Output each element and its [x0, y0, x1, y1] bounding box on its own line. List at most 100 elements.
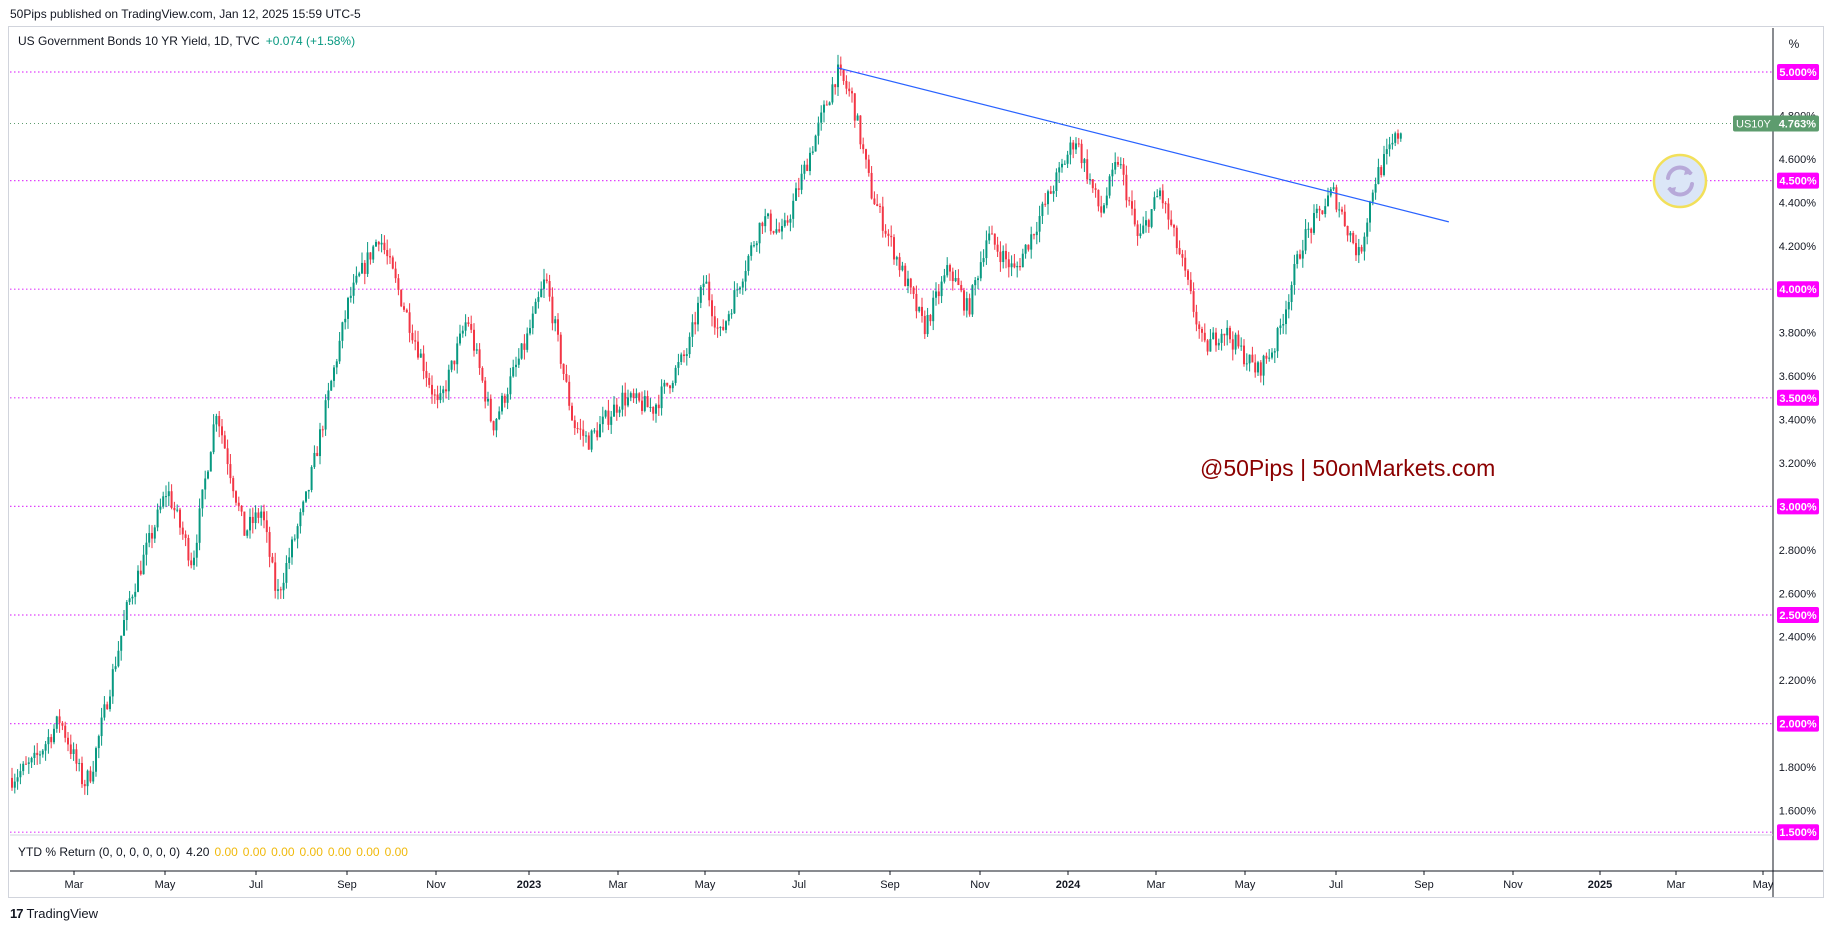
candle-body — [173, 507, 176, 511]
candle-body — [1041, 203, 1044, 217]
candle-body — [671, 382, 674, 389]
symbol-legend[interactable]: US Government Bonds 10 YR Yield, 1D, TVC… — [18, 34, 355, 48]
candle — [265, 511, 268, 543]
candle — [1203, 323, 1206, 343]
candle — [352, 274, 355, 304]
candle — [803, 160, 806, 180]
candle — [652, 406, 655, 421]
candle-body — [428, 377, 431, 385]
candle-body — [590, 430, 593, 450]
candle — [1086, 149, 1089, 184]
candle-body — [1366, 222, 1369, 237]
candle-body — [587, 435, 590, 450]
candle-body — [523, 343, 526, 350]
candle — [1145, 211, 1147, 233]
candle — [865, 148, 867, 169]
refresh-icon[interactable] — [1652, 153, 1708, 209]
candle — [1338, 202, 1341, 218]
candle — [758, 222, 761, 254]
candle-body — [1352, 232, 1355, 244]
candle-body — [1103, 205, 1105, 213]
candle-body — [1290, 285, 1293, 303]
candle-body — [531, 313, 534, 329]
indicator-legend[interactable]: YTD % Return (0, 0, 0, 0, 0, 0) 4.20 0.00 0… — [18, 845, 408, 859]
candle — [1083, 157, 1086, 172]
candle-body — [951, 271, 954, 282]
candle — [691, 314, 694, 348]
candle-body — [954, 278, 957, 282]
candle — [923, 310, 926, 339]
candle — [1097, 189, 1100, 212]
percent-scale-button[interactable]: % — [1788, 37, 1800, 51]
candle-body — [503, 395, 506, 403]
candle — [83, 779, 86, 795]
candle-body — [800, 173, 803, 190]
candle-body — [1377, 167, 1380, 185]
x-tick-label: Sep — [1414, 879, 1434, 891]
candle-body — [372, 246, 375, 260]
candle-body — [1223, 333, 1226, 336]
candle — [389, 248, 391, 264]
candle-body — [1254, 362, 1257, 373]
candle — [1033, 233, 1035, 240]
indicator-zero-7: 0.00 — [384, 845, 408, 859]
candle-body — [811, 151, 814, 153]
price-tag-value: 4.763% — [1779, 118, 1817, 130]
candle — [257, 508, 260, 524]
candle — [1262, 354, 1265, 386]
candle-body — [691, 322, 694, 337]
candle — [450, 360, 453, 373]
candle — [666, 382, 669, 387]
candle-body — [909, 278, 912, 288]
candle — [291, 536, 293, 565]
candle-body — [1187, 270, 1189, 280]
candle-body — [632, 393, 635, 398]
candle-body — [898, 257, 901, 271]
candle — [979, 251, 982, 282]
candle-body — [957, 278, 960, 286]
candle-body — [705, 281, 708, 284]
candle — [946, 257, 949, 278]
candle-body — [713, 316, 716, 328]
candle — [492, 420, 495, 436]
candle-body — [758, 222, 761, 244]
candle — [646, 390, 649, 408]
candle-body — [307, 489, 310, 492]
candle-body — [1217, 342, 1220, 346]
candle-body — [271, 556, 274, 563]
candle — [1030, 226, 1033, 259]
tradingview-footer[interactable]: 17 TradingView — [10, 906, 98, 921]
y-tick-label: 3.200% — [1779, 458, 1817, 470]
candle-body — [1066, 154, 1069, 164]
candle — [36, 742, 39, 765]
candle-body — [1315, 208, 1318, 214]
candle — [853, 92, 856, 128]
candle-body — [204, 478, 207, 490]
candle — [1061, 158, 1063, 173]
candle-body — [559, 334, 562, 364]
level-label-bg — [1777, 715, 1819, 732]
candle-body — [125, 602, 128, 621]
level-label-bg — [1777, 64, 1819, 80]
candle — [797, 177, 800, 198]
candle-body — [601, 416, 604, 425]
candle-body — [377, 241, 380, 245]
candle-body — [394, 268, 397, 279]
candle — [123, 610, 125, 636]
candle — [859, 115, 862, 150]
candle — [982, 249, 985, 267]
candle — [193, 550, 195, 570]
candle-body — [1318, 208, 1321, 211]
trendline — [836, 67, 1449, 223]
candle — [456, 336, 459, 374]
candle — [223, 430, 226, 449]
candle — [974, 277, 977, 296]
candle — [1133, 200, 1136, 227]
candle-body — [702, 283, 705, 288]
candle-body — [736, 289, 739, 291]
x-tick-label: 2024 — [1056, 879, 1081, 891]
candle — [904, 263, 907, 287]
candle — [349, 286, 352, 303]
candle-body — [1335, 187, 1338, 210]
candle-body — [176, 509, 179, 511]
